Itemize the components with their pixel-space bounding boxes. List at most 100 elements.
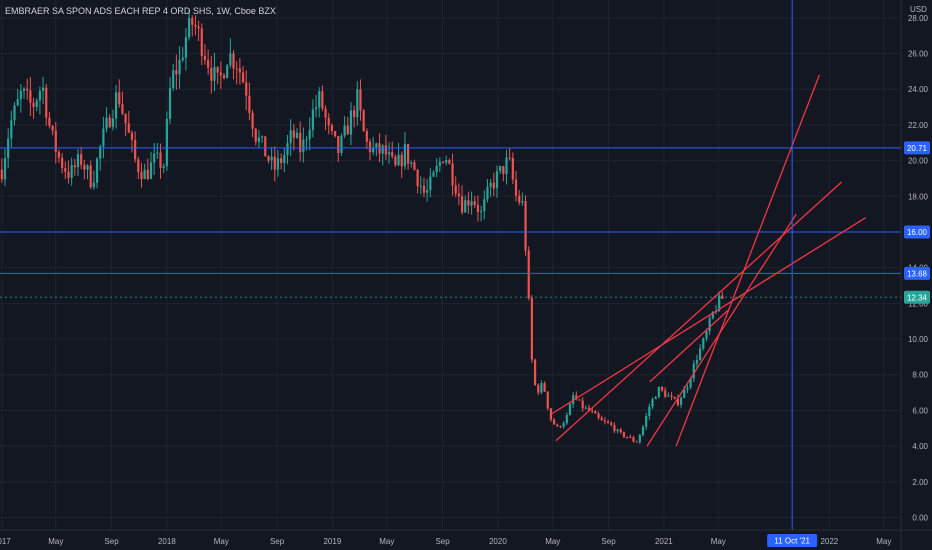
- candle-body: [64, 168, 67, 172]
- candle-body: [92, 182, 95, 188]
- trendline[interactable]: [551, 217, 866, 415]
- candle-body: [318, 91, 321, 108]
- candle-body: [168, 87, 172, 120]
- level-price-badge: [904, 266, 930, 280]
- y-tick-label: 24.00: [908, 85, 929, 94]
- candle-body: [194, 24, 197, 27]
- trendlines[interactable]: [551, 74, 866, 447]
- trendline[interactable]: [675, 74, 820, 447]
- candle-body: [264, 136, 267, 157]
- x-tick-label: Sep: [270, 537, 285, 546]
- candle-body: [660, 386, 664, 391]
- candle-body: [159, 152, 162, 168]
- candle-body: [438, 161, 441, 167]
- trendline[interactable]: [649, 310, 729, 383]
- candle-body: [260, 136, 264, 138]
- candle-body: [632, 437, 635, 442]
- candle-body: [89, 165, 92, 188]
- candle-body: [51, 125, 54, 131]
- candle-body: [118, 92, 121, 105]
- candle-body: [213, 66, 216, 81]
- level-price-badge: [904, 141, 930, 155]
- level-price-badge: [904, 225, 930, 239]
- x-tick-label: 2022: [820, 537, 838, 546]
- x-tick-label: May: [876, 537, 891, 546]
- y-tick-label: 10.00: [908, 335, 929, 344]
- candle-body: [467, 200, 470, 206]
- candle-body: [232, 53, 235, 69]
- candle-body: [248, 95, 251, 113]
- candle-body: [235, 68, 238, 70]
- candle-body: [518, 195, 521, 203]
- candle-body: [533, 359, 537, 385]
- last-price-label: 12.34: [907, 293, 928, 302]
- candle-body: [537, 384, 540, 393]
- price-badges: 20.71 16.00 13.68 12.34: [904, 141, 930, 304]
- candle-body: [38, 90, 42, 101]
- candle-body: [530, 298, 533, 360]
- candle-body: [35, 100, 38, 107]
- candle-body: [702, 338, 705, 349]
- candle-body: [470, 201, 473, 206]
- horizontal-levels[interactable]: [0, 147, 901, 298]
- candle-body: [616, 429, 619, 432]
- candle-body: [473, 201, 476, 205]
- candle-body: [670, 395, 673, 397]
- candle-body: [378, 143, 381, 154]
- candle-body: [67, 171, 70, 179]
- candle-body: [57, 151, 61, 158]
- candle-body: [16, 99, 19, 106]
- candle-body: [86, 165, 89, 170]
- candle-body: [54, 130, 57, 152]
- candle-body: [175, 70, 178, 75]
- candle-body: [305, 139, 308, 141]
- candle-body: [245, 82, 248, 96]
- candle-body: [76, 154, 80, 168]
- candle-body: [689, 378, 692, 388]
- candle-body: [597, 413, 600, 418]
- candle-body: [546, 391, 549, 409]
- candle-body: [648, 406, 651, 416]
- candle-body: [165, 119, 168, 167]
- candle-body: [181, 57, 184, 60]
- candle-body: [280, 158, 283, 164]
- candle-body: [676, 398, 680, 405]
- candle-body: [283, 154, 286, 164]
- candle-body: [273, 156, 276, 170]
- candle-body: [330, 125, 334, 131]
- candle-body: [441, 161, 445, 163]
- candle-body: [435, 166, 438, 173]
- candle-body: [121, 104, 124, 114]
- candle-body: [207, 60, 210, 68]
- trendline[interactable]: [555, 181, 843, 442]
- candle-body: [241, 72, 245, 83]
- x-tick-label: 2021: [655, 537, 673, 546]
- candle-body: [495, 171, 499, 189]
- candle-body: [667, 395, 670, 397]
- candle-body: [353, 110, 356, 118]
- candle-body: [622, 432, 626, 437]
- trendline[interactable]: [646, 213, 797, 447]
- candle-body: [143, 169, 146, 179]
- candle-body: [699, 348, 702, 360]
- y-tick-label: 20.00: [908, 157, 929, 166]
- candle-body: [641, 426, 645, 436]
- x-tick-label: 2019: [323, 537, 341, 546]
- candle-body: [99, 146, 102, 159]
- candle-body: [476, 204, 480, 213]
- candle-body: [410, 162, 413, 164]
- candle-body: [216, 66, 219, 73]
- candle-body: [29, 90, 32, 103]
- candle-body: [41, 87, 45, 91]
- candle-body: [705, 331, 708, 339]
- candle-body: [654, 397, 657, 400]
- candle-body: [102, 128, 105, 147]
- y-tick-label: 26.00: [908, 50, 929, 59]
- time-axis[interactable]: 2017 May Sep 2018 May Sep 2019 May Sep 2020 May Sep…: [0, 537, 891, 546]
- candle-body: [359, 89, 362, 111]
- candle-body: [356, 89, 359, 118]
- candle-body: [127, 123, 130, 133]
- candle-body: [387, 152, 391, 155]
- y-tick-label: 8.00: [912, 371, 928, 380]
